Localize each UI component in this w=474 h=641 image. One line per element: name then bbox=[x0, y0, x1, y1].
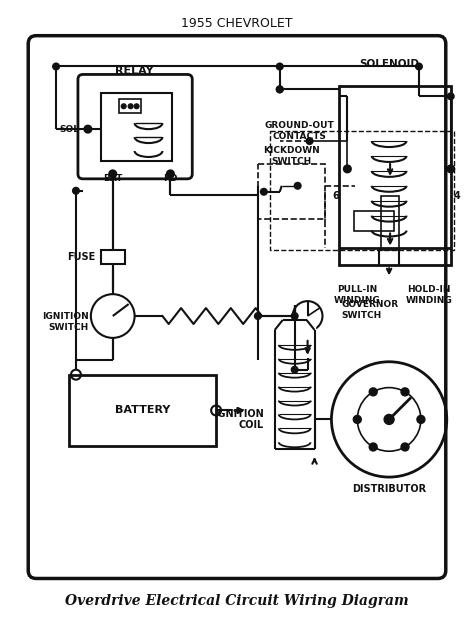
Text: SOLENOID: SOLENOID bbox=[359, 58, 419, 69]
Circle shape bbox=[261, 189, 267, 195]
Circle shape bbox=[292, 313, 298, 319]
Circle shape bbox=[384, 415, 394, 424]
Text: PULL-IN
WINDING: PULL-IN WINDING bbox=[334, 285, 381, 305]
Text: GROUND-OUT
CONTACTS: GROUND-OUT CONTACTS bbox=[265, 121, 335, 141]
Text: 1955 CHEVROLET: 1955 CHEVROLET bbox=[181, 17, 293, 30]
Text: RELAY: RELAY bbox=[115, 67, 154, 76]
Bar bbox=[270, 131, 454, 251]
Circle shape bbox=[167, 171, 174, 178]
Circle shape bbox=[448, 94, 454, 99]
Circle shape bbox=[277, 63, 283, 69]
Bar bbox=[118, 99, 141, 113]
Circle shape bbox=[84, 126, 91, 133]
Text: IGNITION
SWITCH: IGNITION SWITCH bbox=[42, 312, 89, 331]
Circle shape bbox=[128, 104, 133, 109]
Circle shape bbox=[369, 388, 377, 396]
Bar bbox=[101, 94, 173, 161]
Bar bbox=[339, 87, 451, 265]
Circle shape bbox=[416, 63, 422, 69]
Text: IGNITION
COIL: IGNITION COIL bbox=[214, 408, 264, 430]
Text: KD: KD bbox=[163, 174, 178, 183]
Text: FUSE: FUSE bbox=[68, 253, 96, 262]
Bar bbox=[354, 211, 394, 231]
Text: Overdrive Electrical Circuit Wiring Diagram: Overdrive Electrical Circuit Wiring Diag… bbox=[65, 594, 409, 608]
Circle shape bbox=[255, 313, 261, 319]
Text: SOL: SOL bbox=[59, 124, 79, 133]
Circle shape bbox=[109, 171, 116, 178]
Text: DISTRIBUTOR: DISTRIBUTOR bbox=[352, 484, 426, 494]
Circle shape bbox=[121, 104, 126, 109]
Text: KICKDOWN
SWITCH: KICKDOWN SWITCH bbox=[263, 146, 320, 165]
Circle shape bbox=[353, 415, 361, 424]
Circle shape bbox=[344, 165, 351, 172]
Text: 4: 4 bbox=[453, 191, 460, 201]
Circle shape bbox=[295, 183, 301, 189]
Bar bbox=[101, 251, 125, 264]
Circle shape bbox=[73, 188, 79, 194]
Circle shape bbox=[447, 165, 454, 172]
Polygon shape bbox=[275, 320, 315, 340]
Circle shape bbox=[134, 104, 139, 109]
Bar bbox=[69, 375, 216, 446]
Circle shape bbox=[417, 415, 425, 424]
Bar bbox=[258, 164, 326, 219]
Text: 6: 6 bbox=[332, 191, 339, 201]
Circle shape bbox=[53, 63, 59, 69]
Bar bbox=[381, 196, 399, 251]
Circle shape bbox=[307, 138, 312, 144]
Circle shape bbox=[401, 388, 409, 396]
Circle shape bbox=[292, 367, 298, 372]
Text: HOLD-IN
WINDING: HOLD-IN WINDING bbox=[405, 285, 452, 305]
Circle shape bbox=[369, 443, 377, 451]
Text: BAT: BAT bbox=[103, 174, 122, 183]
Text: GOVERNOR
SWITCH: GOVERNOR SWITCH bbox=[341, 301, 399, 320]
Circle shape bbox=[277, 87, 283, 92]
Circle shape bbox=[401, 443, 409, 451]
Circle shape bbox=[277, 87, 283, 92]
Text: BATTERY: BATTERY bbox=[115, 406, 170, 415]
